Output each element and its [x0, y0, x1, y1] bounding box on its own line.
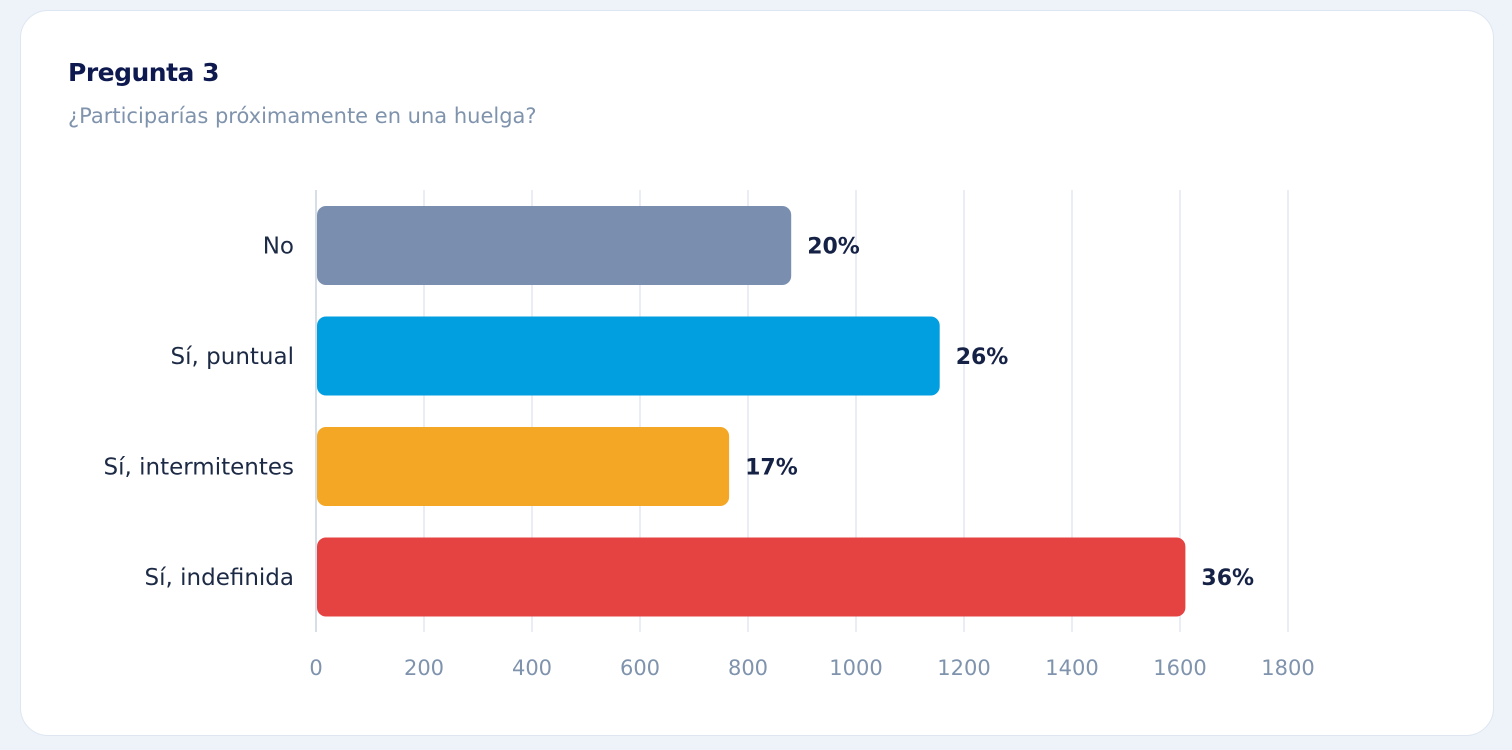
card-subtitle: ¿Participarías próximamente en una huelg… — [68, 104, 537, 128]
x-tick-label: 800 — [728, 656, 768, 680]
bar — [317, 316, 940, 396]
category-label: Sí, indefinida — [145, 565, 294, 591]
x-tick-label: 0 — [309, 656, 322, 680]
card-title: Pregunta 3 — [68, 58, 220, 87]
x-tick-label: 600 — [620, 656, 660, 680]
category-label: Sí, puntual — [171, 344, 294, 370]
x-tick-label: 400 — [512, 656, 552, 680]
x-tick-label: 200 — [404, 656, 444, 680]
data-label: 20% — [807, 235, 860, 260]
data-label: 26% — [956, 345, 1009, 370]
bar — [317, 537, 1186, 617]
x-tick-label: 1600 — [1153, 656, 1206, 680]
x-tick-label: 1200 — [937, 656, 990, 680]
bar — [317, 427, 730, 506]
x-tick-label: 1800 — [1261, 656, 1314, 680]
category-label: Sí, intermitentes — [104, 455, 295, 481]
bar — [317, 206, 792, 285]
category-label: No — [263, 234, 294, 260]
x-tick-label: 1000 — [829, 656, 882, 680]
x-tick-label: 1400 — [1045, 656, 1098, 680]
data-label: 36% — [1201, 566, 1254, 591]
data-label: 17% — [745, 456, 798, 481]
